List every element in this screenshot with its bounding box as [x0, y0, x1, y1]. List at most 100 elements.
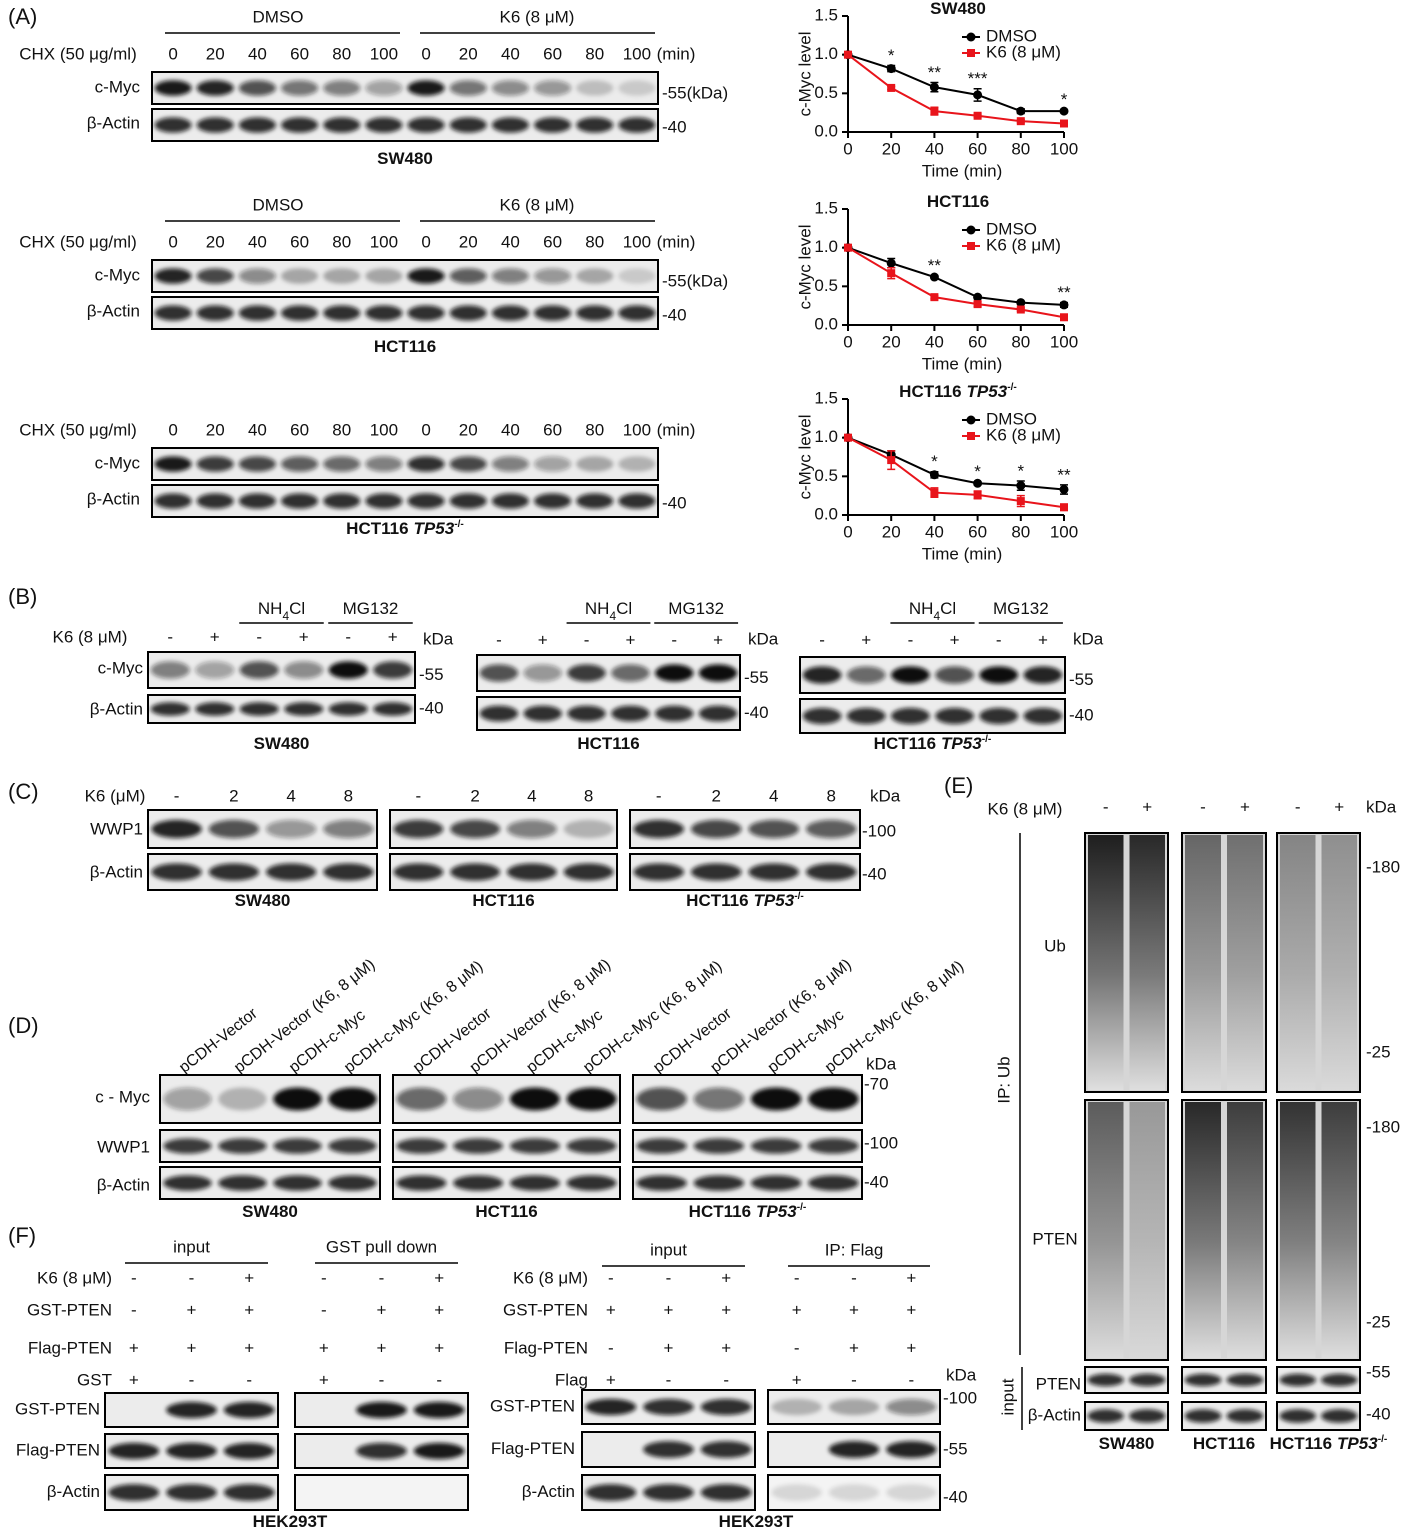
size-marker: -55 — [419, 665, 444, 684]
band — [238, 268, 276, 284]
band — [373, 661, 413, 679]
blot-frame — [151, 108, 659, 142]
row-label: β-Actin — [522, 1482, 575, 1501]
group-label: input — [173, 1237, 210, 1256]
blot-frame — [104, 1433, 279, 1469]
unit-label: (min) — [657, 420, 696, 439]
band — [576, 493, 614, 509]
band — [534, 80, 572, 96]
blot-frame — [1276, 1099, 1361, 1361]
size-marker: -40 — [744, 703, 769, 722]
lane-label: + — [538, 630, 548, 649]
blot-frame — [151, 296, 659, 330]
point — [1060, 313, 1068, 322]
size-marker: -100 — [943, 1388, 977, 1407]
size-marker: -25 — [1366, 1042, 1391, 1061]
lane-label: 40 — [501, 420, 520, 439]
band — [802, 707, 842, 725]
cell-line: HCT116 — [374, 337, 436, 356]
band — [690, 863, 742, 881]
size-marker: -40 — [1366, 1404, 1391, 1423]
treatment-label: CHX (50 μg/ml) — [19, 420, 136, 439]
annotation: * — [974, 462, 981, 481]
lane-label: 80 — [585, 232, 604, 251]
band — [163, 1175, 212, 1191]
band — [393, 819, 444, 839]
point — [929, 470, 939, 480]
lane-label: - — [1295, 797, 1301, 816]
blot-background — [800, 657, 1065, 693]
lane-label: - — [656, 786, 662, 805]
band — [328, 1138, 377, 1154]
band — [223, 1401, 275, 1419]
band — [566, 1175, 617, 1191]
point — [886, 64, 896, 74]
band — [693, 1175, 745, 1191]
panel-label: (F) — [8, 1223, 36, 1248]
blot-frame — [476, 654, 741, 692]
condition-sign: + — [664, 1338, 674, 1357]
x-tick-label: 40 — [925, 522, 944, 541]
band — [154, 456, 192, 472]
size-marker: -40 — [419, 698, 444, 717]
chart-title: SW480 — [930, 0, 986, 18]
condition-sign: + — [906, 1338, 916, 1357]
condition-sign: - — [189, 1370, 195, 1389]
band — [890, 707, 930, 725]
band — [323, 117, 361, 133]
blot-frame — [392, 1074, 621, 1124]
legend-marker — [966, 32, 976, 42]
band — [196, 305, 234, 321]
lane-label: + — [210, 627, 220, 646]
band — [407, 268, 445, 284]
band — [618, 117, 656, 133]
condition-sign: - — [608, 1268, 614, 1287]
point — [973, 478, 983, 488]
condition-sign: - — [131, 1268, 137, 1287]
x-tick-label: 60 — [968, 522, 987, 541]
row-label: β-Actin — [87, 301, 140, 320]
row-label: c-Myc — [95, 77, 141, 96]
lane-label: + — [1334, 797, 1344, 816]
condition-sign: - — [908, 1370, 914, 1389]
lane-label: - — [174, 786, 180, 805]
band — [700, 1441, 752, 1458]
lane-label: 2 — [712, 786, 721, 805]
group-label: NH4Cl — [585, 599, 632, 623]
text-part: -/- — [982, 734, 992, 745]
band — [407, 80, 445, 96]
band — [1184, 1409, 1222, 1423]
lane-label: 0 — [421, 420, 430, 439]
size-marker: -180 — [1366, 857, 1400, 876]
legend-label: K6 (8 μM) — [986, 425, 1061, 444]
band — [890, 666, 930, 684]
condition-sign: + — [377, 1338, 387, 1357]
x-tick-label: 0 — [843, 332, 852, 351]
y-axis-label: c-Myc level — [795, 414, 814, 499]
row-label: β-Actin — [87, 489, 140, 508]
blot-frame — [1181, 832, 1267, 1093]
text-part: HCT116 — [689, 1202, 751, 1221]
y-tick-label: 1.5 — [814, 198, 838, 217]
band — [491, 493, 529, 509]
band — [365, 305, 403, 321]
band — [576, 305, 614, 321]
band — [576, 117, 614, 133]
blot-background — [152, 109, 658, 141]
blot-background — [152, 260, 658, 292]
lane-label: 40 — [501, 44, 520, 63]
point — [973, 90, 983, 100]
size-marker: -180 — [1366, 1117, 1400, 1136]
lane-label: 4 — [527, 786, 536, 805]
text-part: Cl — [289, 599, 305, 618]
blot-background — [152, 448, 658, 480]
band — [365, 456, 403, 472]
text-part: TP53 — [756, 1202, 797, 1221]
annotation: * — [888, 46, 895, 65]
band — [618, 305, 656, 321]
point — [1059, 106, 1069, 116]
band — [509, 1175, 560, 1191]
legend-marker — [967, 432, 975, 440]
band — [846, 707, 886, 725]
